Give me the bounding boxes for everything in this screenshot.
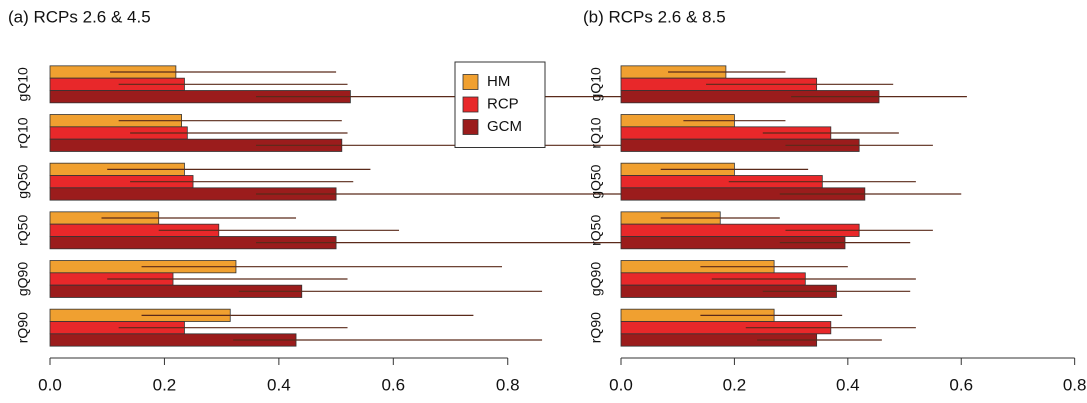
x-tick-label: 0.4 xyxy=(836,375,860,394)
category-label: gQ50 xyxy=(588,164,604,198)
legend-swatch xyxy=(462,119,479,135)
x-tick-label: 0.4 xyxy=(267,375,291,394)
x-tick-label: 0.6 xyxy=(949,375,973,394)
x-tick-label: 0.8 xyxy=(496,375,520,394)
category-label: gQ10 xyxy=(588,67,604,101)
panel-title: (a) RCPs 2.6 & 4.5 xyxy=(8,7,151,26)
legend-swatch xyxy=(462,96,479,113)
x-tick-label: 0.2 xyxy=(723,375,747,394)
category-label: rQ50 xyxy=(588,215,604,246)
x-tick-label: 0.0 xyxy=(609,375,633,394)
category-label: gQ50 xyxy=(15,164,31,198)
legend-label: GCM xyxy=(487,118,522,135)
category-label: gQ90 xyxy=(588,262,604,296)
legend-swatch xyxy=(462,74,479,90)
category-label: rQ90 xyxy=(15,312,31,343)
x-tick-label: 0.6 xyxy=(381,375,405,394)
panel-title: (b) RCPs 2.6 & 8.5 xyxy=(583,7,726,26)
category-label: rQ50 xyxy=(15,215,31,246)
legend-label: HM xyxy=(487,73,510,90)
legend-label: RCP xyxy=(487,95,519,112)
category-label: gQ90 xyxy=(15,262,31,296)
category-label: rQ10 xyxy=(15,117,31,148)
x-tick-label: 0.8 xyxy=(1063,375,1087,394)
x-tick-label: 0.0 xyxy=(38,375,62,394)
category-label: rQ10 xyxy=(588,117,604,148)
category-label: rQ90 xyxy=(588,312,604,343)
category-label: gQ10 xyxy=(15,67,31,101)
x-tick-label: 0.2 xyxy=(153,375,177,394)
